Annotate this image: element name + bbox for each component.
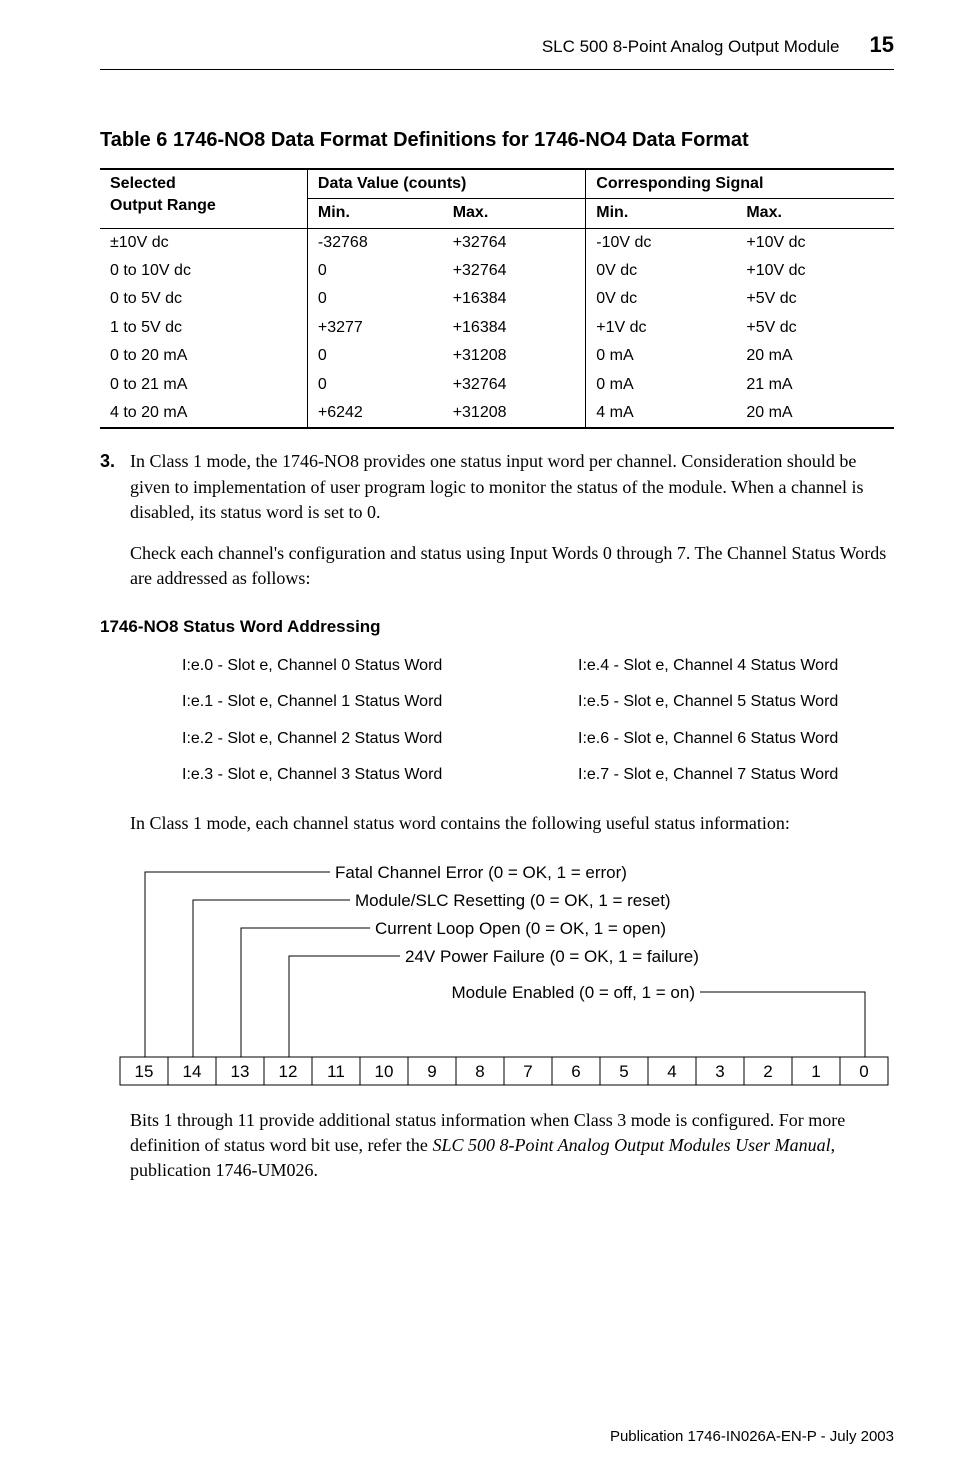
bit-label: 13 bbox=[231, 1062, 250, 1081]
col-selected: SelectedOutput Range bbox=[100, 169, 307, 228]
page-number: 15 bbox=[870, 30, 894, 61]
col-min: Min. bbox=[307, 199, 442, 228]
publication-footer: Publication 1746-IN026A-EN-P - July 2003 bbox=[610, 1426, 894, 1447]
table-row: ±10V dc-32768+32764-10V dc+10V dc bbox=[100, 228, 894, 257]
bit-label: 15 bbox=[135, 1062, 154, 1081]
para-status-info: In Class 1 mode, each channel status wor… bbox=[130, 811, 894, 836]
bit-label: 3 bbox=[715, 1062, 724, 1081]
label-enabled: Module Enabled (0 = off, 1 = on) bbox=[451, 983, 695, 1002]
table-row: 0 to 5V dc0+163840V dc+5V dc bbox=[100, 285, 894, 313]
bit-label: 11 bbox=[327, 1062, 345, 1081]
col-min2: Min. bbox=[586, 199, 737, 228]
label-fatal: Fatal Channel Error (0 = OK, 1 = error) bbox=[335, 863, 627, 882]
label-reset: Module/SLC Resetting (0 = OK, 1 = reset) bbox=[355, 891, 671, 910]
list-number: 3. bbox=[100, 449, 130, 591]
table-row: 4 to 20 mA+6242+312084 mA20 mA bbox=[100, 399, 894, 428]
col-max2: Max. bbox=[736, 199, 894, 228]
table-row: I:e.3 - Slot e, Channel 3 Status WordI:e… bbox=[182, 758, 954, 792]
table6-caption: Table 6 1746-NO8 Data Format Definitions… bbox=[100, 126, 894, 154]
col-corresponding: Corresponding Signal bbox=[586, 169, 894, 199]
addressing-table: I:e.0 - Slot e, Channel 0 Status WordI:e… bbox=[180, 647, 954, 795]
list3-p1: In Class 1 mode, the 1746-NO8 provides o… bbox=[130, 449, 894, 525]
bit-label: 6 bbox=[571, 1062, 580, 1081]
bit-label: 8 bbox=[475, 1062, 484, 1081]
table6: SelectedOutput Range Data Value (counts)… bbox=[100, 168, 894, 430]
bit-label: 0 bbox=[859, 1062, 868, 1081]
label-pwr: 24V Power Failure (0 = OK, 1 = failure) bbox=[405, 947, 699, 966]
bit-label: 4 bbox=[667, 1062, 676, 1081]
page-header: SLC 500 8-Point Analog Output Module 15 bbox=[100, 30, 894, 70]
bit-label: 2 bbox=[763, 1062, 772, 1081]
bit-label: 10 bbox=[375, 1062, 394, 1081]
table-row: 0 to 20 mA0+312080 mA20 mA bbox=[100, 342, 894, 370]
header-title: SLC 500 8-Point Analog Output Module bbox=[542, 35, 840, 59]
para-bits-note: Bits 1 through 11 provide additional sta… bbox=[130, 1108, 894, 1184]
col-data-value: Data Value (counts) bbox=[307, 169, 585, 199]
table-row: 1 to 5V dc+3277+16384+1V dc+5V dc bbox=[100, 314, 894, 342]
label-loop: Current Loop Open (0 = OK, 1 = open) bbox=[375, 919, 666, 938]
col-max: Max. bbox=[443, 199, 586, 228]
table-row: 0 to 21 mA0+327640 mA21 mA bbox=[100, 371, 894, 399]
bit-label: 12 bbox=[279, 1062, 298, 1081]
bit-diagram: 1514131211109876543210 Fatal Channel Err… bbox=[100, 862, 894, 1092]
list-item-3: 3. In Class 1 mode, the 1746-NO8 provide… bbox=[100, 449, 894, 591]
table-row: I:e.2 - Slot e, Channel 2 Status WordI:e… bbox=[182, 722, 954, 756]
bit-label: 1 bbox=[811, 1062, 820, 1081]
bit-label: 14 bbox=[183, 1062, 202, 1081]
bit-label: 9 bbox=[427, 1062, 436, 1081]
table-row: I:e.0 - Slot e, Channel 0 Status WordI:e… bbox=[182, 649, 954, 683]
list3-p2: Check each channel's configuration and s… bbox=[130, 541, 894, 591]
table-row: 0 to 10V dc0+327640V dc+10V dc bbox=[100, 257, 894, 285]
bit-label: 5 bbox=[619, 1062, 628, 1081]
addressing-heading: 1746-NO8 Status Word Addressing bbox=[100, 615, 894, 639]
table-row: I:e.1 - Slot e, Channel 1 Status WordI:e… bbox=[182, 685, 954, 719]
bit-label: 7 bbox=[523, 1062, 532, 1081]
